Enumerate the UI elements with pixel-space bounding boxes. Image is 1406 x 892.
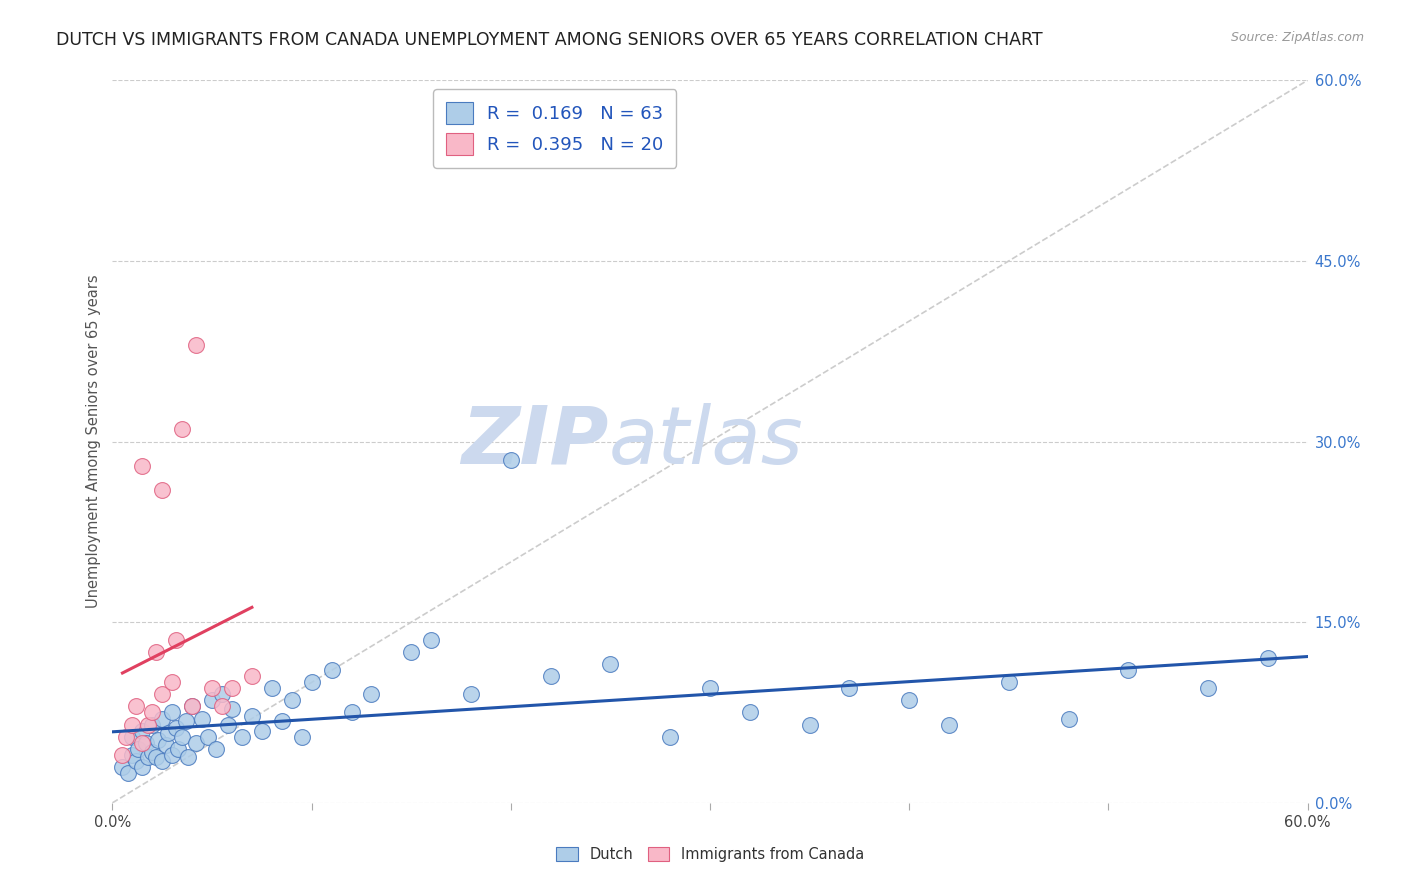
Point [540,669,562,683]
Point [186,735,208,749]
Point [659,730,682,744]
Text: Source: ZipAtlas.com: Source: ZipAtlas.com [1230,31,1364,45]
Point [135,735,157,749]
Point [1257,651,1279,665]
Point [138,717,160,731]
Point [111,747,134,762]
Point [401,645,423,659]
Text: ZIP: ZIP [461,402,609,481]
Point [191,712,214,726]
Point [240,709,263,723]
Point [599,657,621,672]
Point [211,687,233,701]
Point [221,702,243,716]
Point [460,687,482,701]
Point [1118,664,1140,678]
Point [201,693,224,707]
Point [221,681,243,696]
Point [1057,712,1080,726]
Point [211,699,233,714]
Point [165,633,187,648]
Point [838,681,860,696]
Point [420,633,443,648]
Point [157,726,180,740]
Point [121,747,143,762]
Point [998,675,1021,690]
Point [898,693,921,707]
Point [699,681,721,696]
Point [181,699,204,714]
Point [340,706,363,720]
Point [197,730,219,744]
Point [115,730,138,744]
Point [167,741,190,756]
Point [321,664,343,678]
Point [127,741,149,756]
Point [162,675,183,690]
Point [250,723,273,738]
Point [174,714,197,728]
Point [205,741,228,756]
Point [240,669,263,683]
Point [145,750,167,764]
Point [125,699,148,714]
Point [150,754,173,768]
Point [141,717,163,731]
Point [131,458,153,473]
Point [1197,681,1219,696]
Legend: R =  0.169   N = 63, R =  0.395   N = 20: R = 0.169 N = 63, R = 0.395 N = 20 [433,89,676,168]
Point [141,706,163,720]
Point [260,681,283,696]
Point [138,750,160,764]
Point [181,699,204,714]
Point [172,422,194,436]
Point [360,687,382,701]
Point [131,760,153,774]
Y-axis label: Unemployment Among Seniors over 65 years: Unemployment Among Seniors over 65 years [86,275,101,608]
Point [217,717,239,731]
Point [150,712,173,726]
Point [172,730,194,744]
Point [117,765,139,780]
Point [177,750,200,764]
Point [162,747,183,762]
Point [145,645,167,659]
Point [301,675,323,690]
Point [131,723,153,738]
Point [938,717,960,731]
Point [141,745,163,759]
Point [148,733,170,747]
Point [125,754,148,768]
Point [121,717,143,731]
Point [799,717,821,731]
Text: atlas: atlas [609,402,803,481]
Point [291,730,314,744]
Point [270,714,292,728]
Point [281,693,304,707]
Point [165,721,187,735]
Point [186,338,208,352]
Point [131,735,153,749]
Text: DUTCH VS IMMIGRANTS FROM CANADA UNEMPLOYMENT AMONG SENIORS OVER 65 YEARS CORRELA: DUTCH VS IMMIGRANTS FROM CANADA UNEMPLOY… [56,31,1043,49]
Point [155,738,177,752]
Point [150,687,173,701]
Point [150,483,173,497]
Point [201,681,224,696]
Point [738,706,761,720]
Point [231,730,253,744]
Point [121,730,143,744]
Point [162,706,183,720]
Point [499,452,522,467]
Point [111,760,134,774]
